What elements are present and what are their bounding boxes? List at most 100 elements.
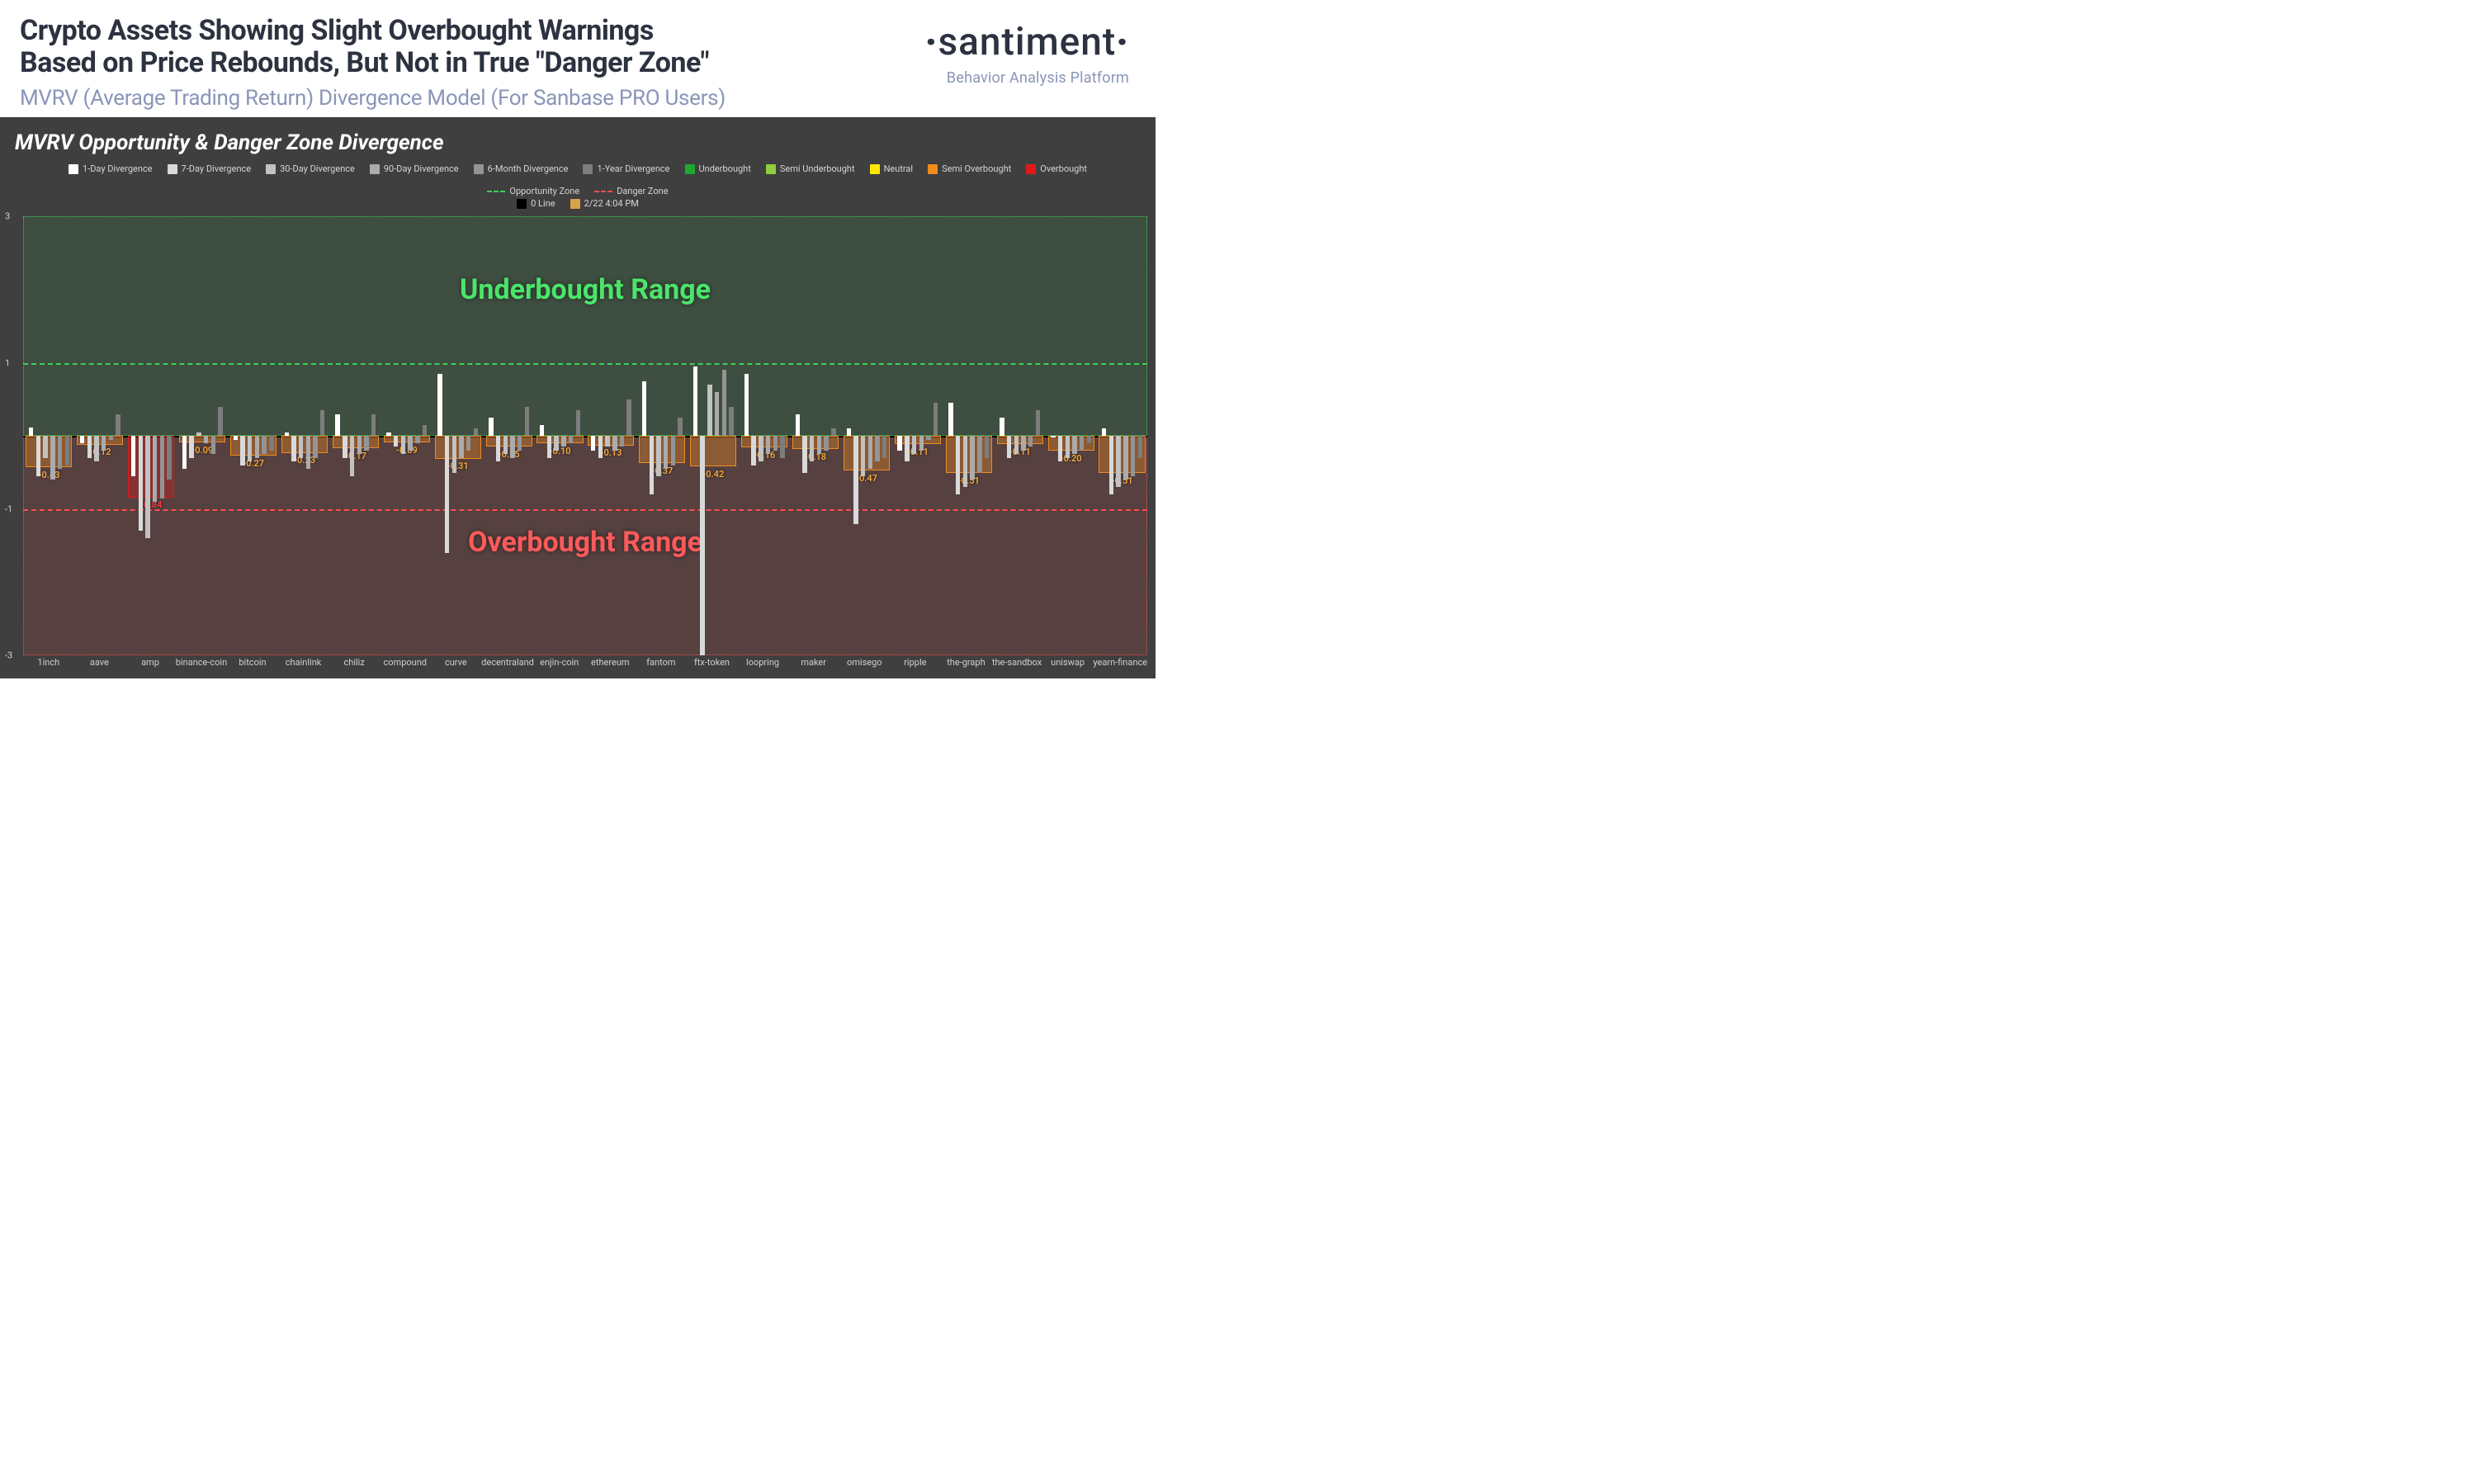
asset-group[interactable]: -0.84: [125, 216, 177, 655]
divergence-bar[interactable]: [357, 436, 362, 454]
divergence-bar[interactable]: [569, 436, 573, 443]
legend-series[interactable]: 30-Day Divergence: [266, 163, 355, 174]
divergence-bar[interactable]: [386, 432, 390, 436]
divergence-bar[interactable]: [87, 436, 92, 458]
divergence-bar[interactable]: [1000, 418, 1004, 436]
divergence-bar[interactable]: [496, 436, 500, 461]
divergence-bar[interactable]: [598, 436, 603, 458]
divergence-bar[interactable]: [182, 436, 187, 469]
divergence-bar[interactable]: [605, 436, 609, 447]
divergence-bar[interactable]: [1138, 436, 1142, 458]
divergence-bar[interactable]: [474, 428, 478, 436]
divergence-bar[interactable]: [1116, 436, 1120, 487]
legend-series[interactable]: 1-Year Divergence: [583, 163, 669, 174]
divergence-bar[interactable]: [269, 436, 273, 451]
divergence-bar[interactable]: [751, 436, 755, 465]
divergence-bar[interactable]: [905, 436, 909, 461]
divergence-bar[interactable]: [554, 436, 558, 451]
divergence-bar[interactable]: [29, 428, 33, 437]
divergence-bar[interactable]: [1058, 436, 1062, 461]
asset-group[interactable]: -0.27: [228, 216, 279, 655]
asset-group[interactable]: -0.12: [74, 216, 125, 655]
legend-status[interactable]: Neutral: [870, 163, 914, 174]
divergence-bar[interactable]: [109, 436, 113, 439]
asset-group[interactable]: -0.18: [790, 216, 841, 655]
divergence-bar[interactable]: [700, 436, 704, 655]
asset-group[interactable]: -0.11: [994, 216, 1045, 655]
divergence-bar[interactable]: [882, 436, 886, 458]
divergence-bar[interactable]: [796, 414, 800, 437]
legend-series[interactable]: 90-Day Divergence: [370, 163, 459, 174]
divergence-bar[interactable]: [1123, 436, 1127, 480]
divergence-bar[interactable]: [335, 414, 339, 437]
divergence-bar[interactable]: [547, 436, 551, 458]
legend-series[interactable]: 7-Day Divergence: [168, 163, 252, 174]
divergence-bar[interactable]: [291, 436, 295, 461]
legend-line[interactable]: Danger Zone: [594, 186, 668, 196]
legend-status[interactable]: Underbought: [685, 163, 751, 174]
divergence-bar[interactable]: [510, 436, 514, 458]
divergence-bar[interactable]: [1028, 436, 1033, 447]
divergence-bar[interactable]: [1102, 428, 1106, 436]
asset-group[interactable]: -0.37: [636, 216, 688, 655]
asset-group[interactable]: -0.20: [1045, 216, 1096, 655]
divergence-bar[interactable]: [1014, 436, 1019, 454]
divergence-bar[interactable]: [926, 436, 930, 439]
divergence-bar[interactable]: [43, 436, 47, 458]
divergence-bar[interactable]: [116, 414, 120, 437]
divergence-bar[interactable]: [773, 436, 778, 451]
divergence-bar[interactable]: [1036, 410, 1040, 436]
divergence-bar[interactable]: [540, 425, 544, 436]
divergence-bar[interactable]: [707, 385, 711, 436]
divergence-bar[interactable]: [145, 436, 149, 538]
divergence-bar[interactable]: [722, 370, 726, 436]
divergence-bar[interactable]: [664, 436, 668, 469]
asset-group[interactable]: -0.51: [943, 216, 994, 655]
divergence-bar[interactable]: [642, 381, 646, 437]
divergence-bar[interactable]: [912, 436, 916, 454]
divergence-bar[interactable]: [656, 436, 660, 476]
divergence-bar[interactable]: [1066, 436, 1070, 458]
divergence-bar[interactable]: [313, 436, 317, 458]
asset-group[interactable]: -0.47: [841, 216, 892, 655]
divergence-bar[interactable]: [196, 432, 201, 436]
divergence-bar[interactable]: [802, 436, 806, 472]
divergence-bar[interactable]: [626, 399, 631, 436]
divergence-bar[interactable]: [452, 436, 456, 472]
divergence-bar[interactable]: [1051, 436, 1055, 437]
legend-series[interactable]: 1-Day Divergence: [69, 163, 153, 174]
asset-group[interactable]: -0.43: [23, 216, 74, 655]
divergence-bar[interactable]: [1109, 436, 1113, 494]
divergence-bar[interactable]: [58, 436, 62, 469]
divergence-bar[interactable]: [102, 436, 106, 451]
divergence-bar[interactable]: [963, 436, 967, 487]
divergence-bar[interactable]: [36, 436, 40, 476]
divergence-bar[interactable]: [445, 436, 449, 553]
divergence-bar[interactable]: [671, 436, 675, 465]
divergence-bar[interactable]: [408, 436, 412, 451]
divergence-bar[interactable]: [780, 436, 784, 458]
divergence-bar[interactable]: [343, 436, 347, 458]
divergence-bar[interactable]: [1021, 436, 1025, 451]
divergence-bar[interactable]: [350, 436, 354, 476]
divergence-bar[interactable]: [394, 436, 398, 447]
legend-status[interactable]: Overbought: [1026, 163, 1087, 174]
divergence-bar[interactable]: [853, 436, 858, 523]
divergence-bar[interactable]: [868, 436, 872, 469]
divergence-bar[interactable]: [576, 410, 580, 436]
divergence-bar[interactable]: [847, 428, 851, 436]
divergence-bar[interactable]: [153, 436, 157, 502]
divergence-bar[interactable]: [759, 436, 763, 461]
divergence-bar[interactable]: [875, 436, 879, 461]
divergence-bar[interactable]: [437, 374, 442, 436]
divergence-bar[interactable]: [1087, 436, 1091, 443]
legend-status[interactable]: Semi Underbought: [766, 163, 855, 174]
asset-group[interactable]: -0.15: [483, 216, 534, 655]
divergence-bar[interactable]: [299, 436, 303, 458]
divergence-bar[interactable]: [131, 436, 135, 476]
divergence-bar[interactable]: [306, 436, 310, 469]
divergence-bar[interactable]: [80, 436, 84, 443]
asset-group[interactable]: -0.31: [432, 216, 483, 655]
divergence-bar[interactable]: [693, 366, 697, 436]
legend-extra[interactable]: 0 Line: [517, 198, 555, 209]
